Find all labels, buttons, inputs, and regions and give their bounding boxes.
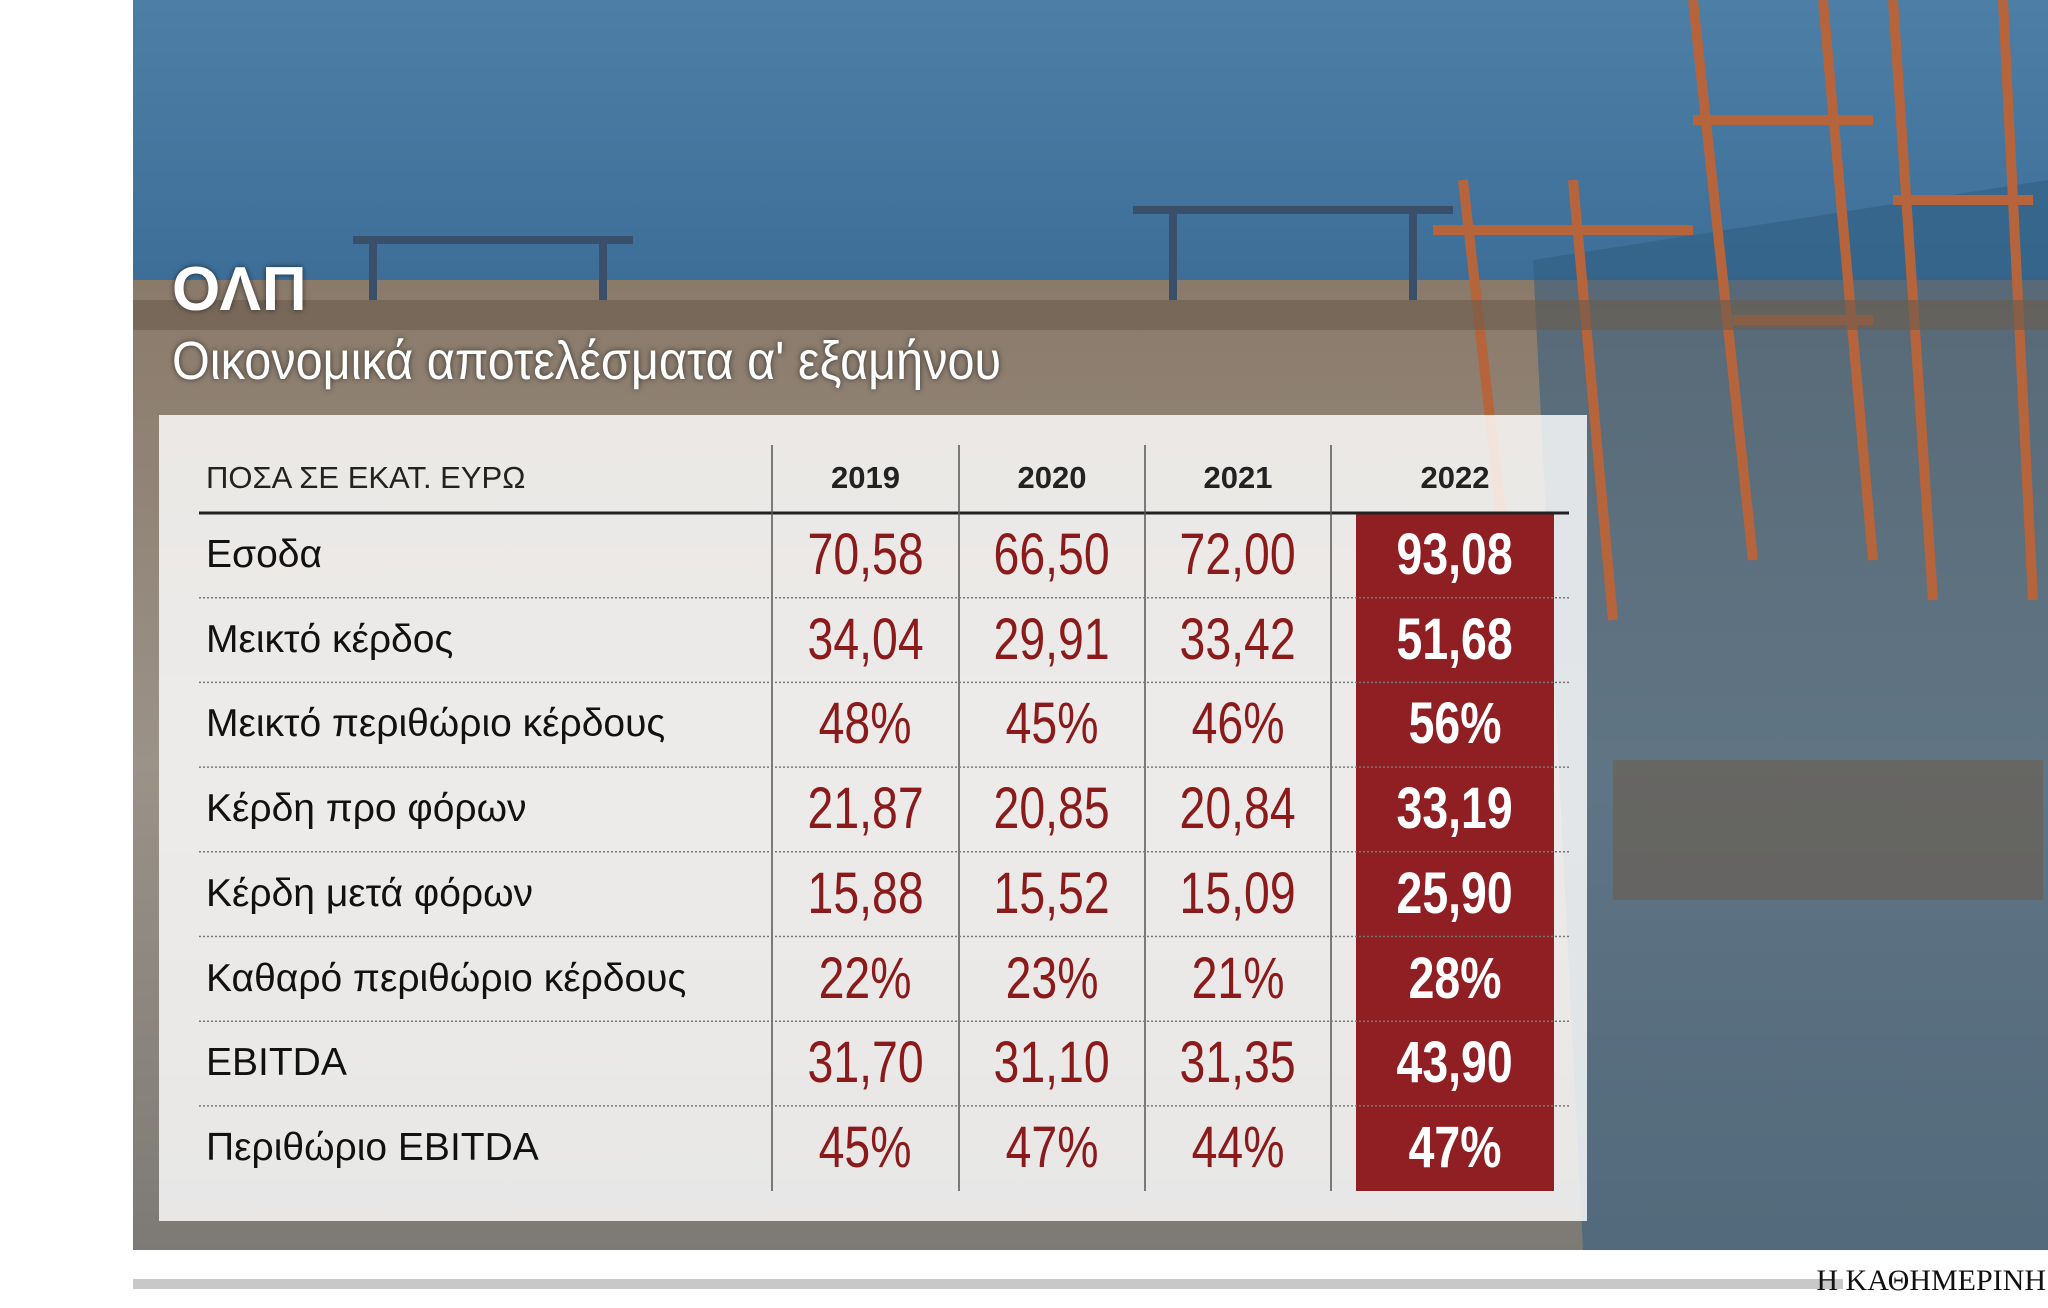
row-label: Καθαρό περιθώριο κέρδους: [206, 956, 687, 1000]
cell-value: 93,08: [1356, 521, 1554, 588]
cell-value: 15,09: [1145, 860, 1331, 927]
column-header: 2021: [1203, 460, 1273, 495]
row-label: Μεικτό κέρδος: [206, 617, 454, 661]
cell-value: 31,35: [1145, 1029, 1331, 1096]
cell-value-text: 15,09: [1179, 860, 1297, 926]
cell-value: 45%: [959, 690, 1145, 757]
cell-value: 43,90: [1356, 1029, 1554, 1096]
cell-value-text: 47%: [1408, 1114, 1502, 1180]
cell-value-text: 45%: [819, 1114, 912, 1180]
cell-value: 44%: [1145, 1114, 1331, 1181]
cell-value: 51,68: [1356, 606, 1554, 673]
cell-value-text: 21%: [1191, 945, 1285, 1011]
cell-value: 72,00: [1145, 521, 1331, 588]
cell-value: 48%: [772, 690, 959, 757]
cell-value-text: 34,04: [807, 606, 924, 672]
cell-value: 47%: [1356, 1114, 1554, 1181]
cell-value: 31,70: [772, 1029, 959, 1096]
cell-value: 25,90: [1356, 860, 1554, 927]
cell-value-text: 47%: [1005, 1114, 1099, 1180]
cell-value: 33,19: [1356, 775, 1554, 842]
cell-value: 31,10: [959, 1029, 1145, 1096]
subtitle: Οικονομικά αποτελέσματα α' εξαμήνου: [172, 331, 1002, 391]
row-label: EBITDA: [206, 1041, 347, 1085]
cell-value-text: 43,90: [1396, 1030, 1514, 1096]
cell-value: 70,58: [772, 521, 959, 588]
cell-value: 29,91: [959, 606, 1145, 673]
row-label: Κέρδη προ φόρων: [206, 787, 527, 831]
cell-value-text: 21,87: [807, 776, 924, 842]
cell-value-text: 23%: [1005, 945, 1099, 1011]
cell-value: 20,84: [1145, 775, 1331, 842]
row-label: Εσοδα: [206, 533, 323, 576]
cell-value-text: 66,50: [993, 522, 1111, 587]
column-header: ΠΟΣΑ ΣΕ ΕΚΑΤ. ΕΥΡΩ: [206, 460, 526, 495]
cell-value-text: 15,52: [993, 860, 1111, 926]
cell-value: 56%: [1356, 690, 1554, 757]
cell-value-text: 22%: [819, 945, 912, 1011]
cell-value: 22%: [772, 945, 959, 1012]
cell-value-text: 51,68: [1396, 606, 1514, 672]
cell-value-text: 46%: [1191, 691, 1285, 757]
cell-value-text: 28%: [1408, 945, 1502, 1011]
cell-value: 47%: [959, 1114, 1145, 1181]
cell-value-text: 20,85: [993, 776, 1111, 842]
cell-value: 45%: [772, 1114, 959, 1181]
column-header: 2022: [1420, 460, 1490, 495]
cell-value: 33,42: [1145, 606, 1331, 673]
column-dividers: [771, 445, 1332, 1191]
cell-value: 21%: [1145, 945, 1331, 1012]
cell-value: 28%: [1356, 945, 1554, 1012]
cell-value: 21,87: [772, 775, 959, 842]
cell-value-text: 31,70: [807, 1030, 924, 1096]
footer-bar: [133, 1279, 1843, 1289]
cell-value-text: 70,58: [807, 522, 924, 587]
cell-value: 15,52: [959, 860, 1145, 927]
cell-value-text: 31,35: [1179, 1030, 1297, 1096]
cell-value-text: 25,90: [1396, 860, 1514, 926]
cell-value-text: 20,84: [1179, 776, 1297, 842]
cell-value-text: 31,10: [993, 1030, 1111, 1096]
row-label: Μεικτό περιθώριο κέρδους: [206, 702, 666, 746]
cell-value: 66,50: [959, 521, 1145, 588]
row-label: Κέρδη μετά φόρων: [206, 871, 534, 915]
cell-value-text: 29,91: [993, 606, 1111, 672]
cell-value: 23%: [959, 945, 1145, 1012]
cell-value-text: 93,08: [1396, 522, 1514, 587]
cell-value-text: 72,00: [1179, 522, 1297, 587]
row-label: Περιθώριο EBITDA: [206, 1125, 539, 1169]
cell-value-text: 15,88: [807, 860, 924, 926]
cell-value-text: 48%: [819, 691, 912, 757]
cell-value: 15,88: [772, 860, 959, 927]
cell-value: 46%: [1145, 690, 1331, 757]
table: ΠΟΣΑ ΣΕ ΕΚΑΤ. ΕΥΡΩ 2019 2020 2021 2022 Εσοδα 7…: [159, 415, 1587, 1221]
cell-value-text: 56%: [1408, 691, 1502, 757]
cell-value-text: 33,19: [1396, 776, 1514, 842]
column-header: 2020: [1017, 460, 1087, 495]
cell-value-text: 44%: [1191, 1114, 1285, 1180]
cell-value: 34,04: [772, 606, 959, 673]
title: ΟΛΠ: [172, 255, 308, 324]
cell-value-text: 33,42: [1179, 606, 1297, 672]
column-header: 2019: [831, 460, 900, 495]
source: Η ΚΑΘΗΜΕΡΙΝΗ: [1816, 1264, 2046, 1297]
cell-value-text: 45%: [1005, 691, 1099, 757]
table-lines: [199, 445, 1569, 1191]
cell-value: 20,85: [959, 775, 1145, 842]
